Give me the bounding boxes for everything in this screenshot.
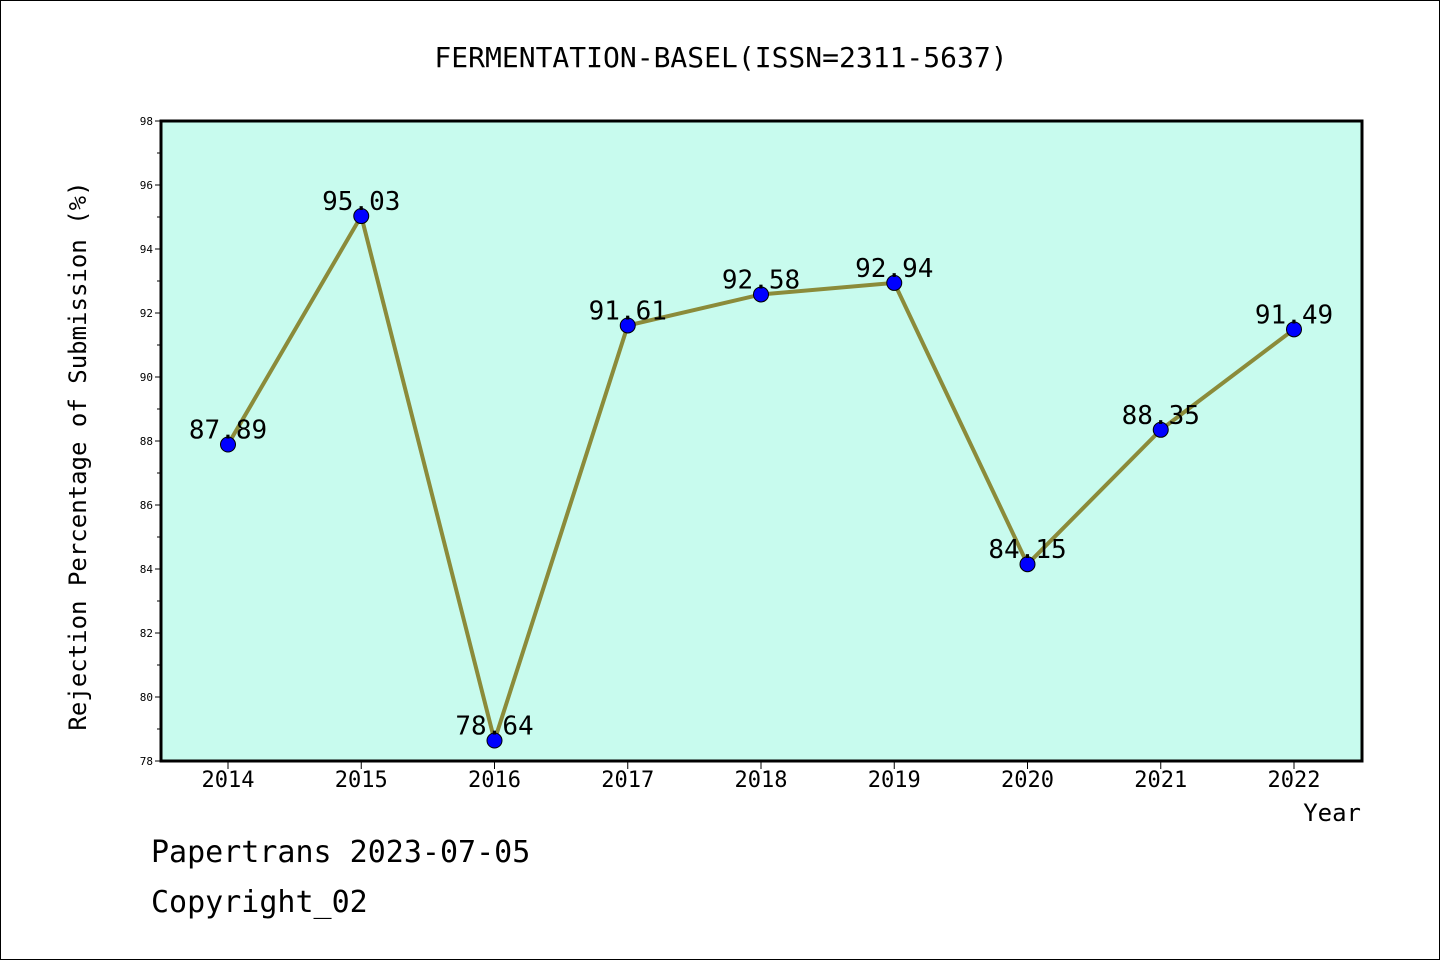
x-tick-label: 2019 xyxy=(868,768,921,793)
y-tick-label: 86 xyxy=(140,499,153,512)
x-tick-label: 2015 xyxy=(335,768,388,793)
x-tick-label: 2014 xyxy=(202,768,255,793)
data-label: 88.35 xyxy=(1122,401,1200,431)
data-point xyxy=(353,208,370,225)
y-tick-label: 94 xyxy=(140,243,154,256)
y-axis-label: Rejection Percentage of Submission (%) xyxy=(64,181,92,730)
data-point xyxy=(753,286,769,303)
data-label: 78.64 xyxy=(455,712,533,742)
data-label: 92.94 xyxy=(855,254,933,284)
data-point xyxy=(886,274,903,291)
x-tick-label: 2021 xyxy=(1134,768,1187,793)
footer-date: Papertrans 2023-07-05 xyxy=(151,835,531,870)
y-tick-label: 84 xyxy=(140,563,154,576)
footer-copyright: Copyright_02 xyxy=(151,885,368,920)
y-tick-label: 96 xyxy=(140,179,153,192)
data-point xyxy=(1019,556,1036,573)
data-label: 95.03 xyxy=(322,187,400,217)
x-tick-label: 2018 xyxy=(735,768,788,793)
data-point xyxy=(1152,421,1169,438)
plot-area xyxy=(159,119,1364,763)
chart-title: FERMENTATION-BASEL(ISSN=2311-5637) xyxy=(434,41,1007,74)
x-tick-label: 2016 xyxy=(468,768,521,793)
data-point xyxy=(220,436,236,453)
data-label: 92.58 xyxy=(722,265,800,295)
data-point xyxy=(619,317,636,334)
y-tick-label: 82 xyxy=(140,627,153,640)
y-tick-label: 80 xyxy=(140,691,153,704)
y-tick-label: 98 xyxy=(140,115,153,128)
data-label: 91.61 xyxy=(589,296,667,326)
data-point xyxy=(486,732,503,749)
y-tick-label: 78 xyxy=(140,755,153,768)
y-tick-label: 88 xyxy=(140,435,153,448)
x-axis-label: Year xyxy=(1303,799,1361,827)
data-label: 84.15 xyxy=(988,535,1066,565)
y-tick-label: 92 xyxy=(140,307,153,320)
data-point xyxy=(1286,321,1302,338)
x-tick-label: 2020 xyxy=(1001,768,1054,793)
y-tick-label: 90 xyxy=(140,371,153,384)
x-tick-label: 2017 xyxy=(601,768,654,793)
x-tick-label: 2022 xyxy=(1268,768,1321,793)
data-label: 87.89 xyxy=(189,416,267,446)
data-label: 91.49 xyxy=(1255,300,1333,330)
